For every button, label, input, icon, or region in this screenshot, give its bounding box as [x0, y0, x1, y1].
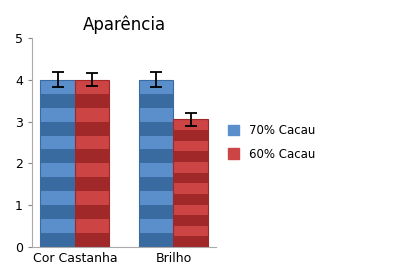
Bar: [75, 136, 109, 150]
Bar: [75, 80, 109, 94]
Bar: [139, 108, 173, 122]
Bar: [173, 215, 208, 226]
Bar: [40, 150, 75, 164]
Bar: [173, 173, 208, 183]
Bar: [139, 136, 173, 150]
Bar: [40, 205, 75, 219]
Bar: [139, 191, 173, 205]
Bar: [75, 80, 109, 247]
Bar: [173, 205, 208, 215]
Bar: [139, 94, 173, 108]
Bar: [173, 120, 208, 130]
Bar: [40, 219, 75, 233]
Bar: [40, 136, 75, 150]
Bar: [139, 205, 173, 219]
Bar: [75, 164, 109, 177]
Bar: [40, 122, 75, 136]
Bar: [139, 219, 173, 233]
Bar: [75, 94, 109, 108]
Bar: [75, 219, 109, 233]
Bar: [75, 122, 109, 136]
Bar: [173, 130, 208, 141]
Bar: [139, 177, 173, 191]
Bar: [75, 108, 109, 122]
Bar: [40, 80, 75, 94]
Bar: [75, 150, 109, 164]
Bar: [173, 120, 208, 247]
Bar: [40, 233, 75, 247]
Bar: [139, 122, 173, 136]
Bar: [139, 150, 173, 164]
Bar: [139, 80, 173, 247]
Bar: [75, 177, 109, 191]
Bar: [40, 80, 75, 247]
Bar: [75, 191, 109, 205]
Bar: [40, 164, 75, 177]
Title: Aparência: Aparência: [83, 15, 166, 34]
Bar: [75, 233, 109, 247]
Bar: [173, 226, 208, 237]
Bar: [75, 205, 109, 219]
Bar: [173, 141, 208, 151]
Bar: [40, 191, 75, 205]
Bar: [139, 233, 173, 247]
Bar: [40, 108, 75, 122]
Legend: 70% Cacau, 60% Cacau: 70% Cacau, 60% Cacau: [224, 121, 319, 164]
Bar: [139, 164, 173, 177]
Bar: [173, 162, 208, 173]
Bar: [173, 194, 208, 205]
Bar: [40, 94, 75, 108]
Bar: [173, 183, 208, 194]
Bar: [173, 237, 208, 247]
Bar: [40, 177, 75, 191]
Bar: [173, 151, 208, 162]
Bar: [139, 80, 173, 94]
